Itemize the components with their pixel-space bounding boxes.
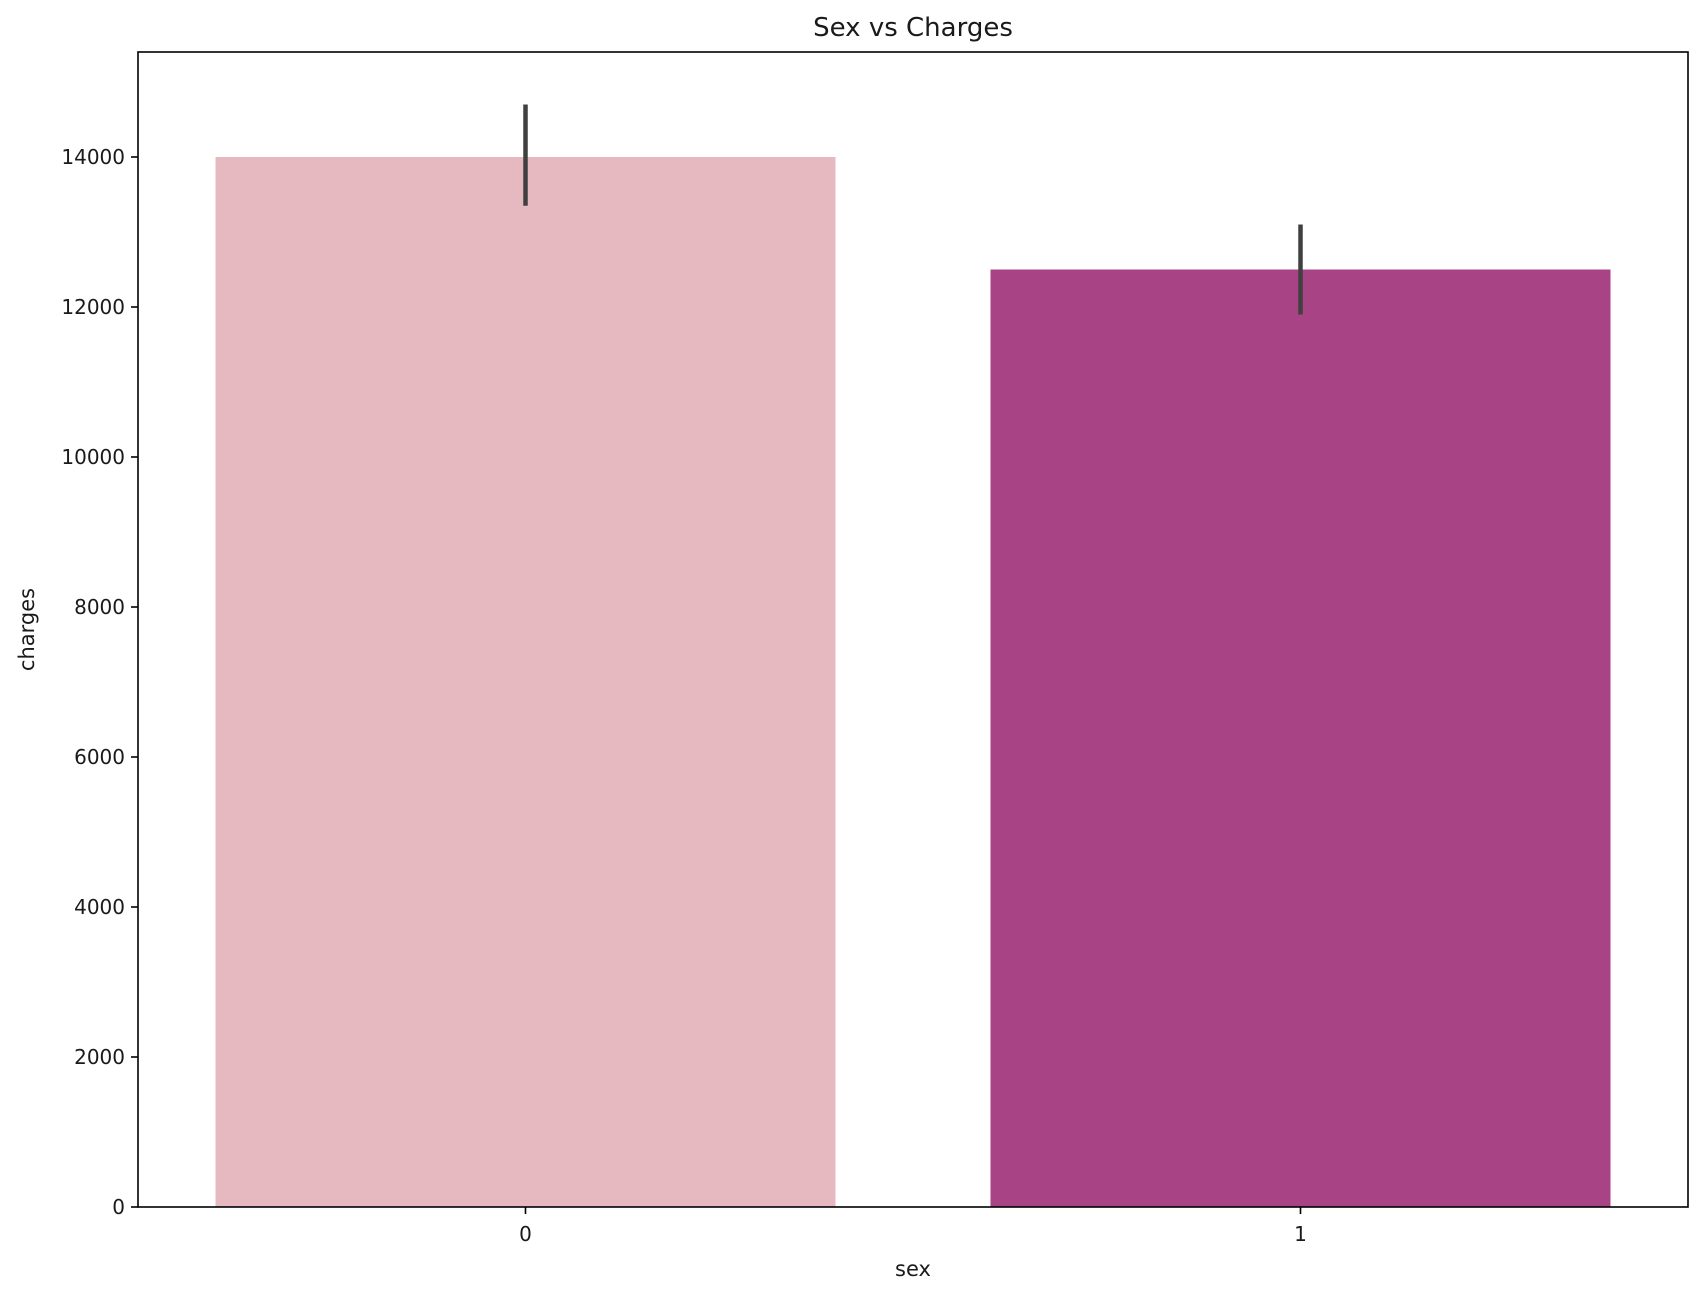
- x-axis-label: sex: [895, 1257, 931, 1281]
- y-tick-label: 0: [112, 1195, 125, 1219]
- y-tick-label: 6000: [74, 745, 125, 769]
- x-tick-label: 1: [1294, 1222, 1307, 1246]
- chart-title: Sex vs Charges: [813, 13, 1013, 43]
- bar-1: [990, 269, 1611, 1207]
- bar-0: [215, 157, 836, 1207]
- y-tick-label: 10000: [61, 445, 125, 469]
- y-tick-label: 8000: [74, 595, 125, 619]
- y-axis-label: charges: [15, 588, 39, 671]
- bars-layer: [215, 157, 1611, 1207]
- y-tick-label: 4000: [74, 895, 125, 919]
- y-tick-label: 12000: [61, 295, 125, 319]
- errorbars-layer: [523, 104, 1303, 315]
- y-tick-label: 14000: [61, 145, 125, 169]
- y-tick-label: 2000: [74, 1045, 125, 1069]
- plot-frame: [137, 51, 1689, 1208]
- x-tick-label: 0: [519, 1222, 532, 1246]
- y-axis-ticks: 0 2000 4000 6000 8000 10000 12000 14000: [61, 145, 138, 1219]
